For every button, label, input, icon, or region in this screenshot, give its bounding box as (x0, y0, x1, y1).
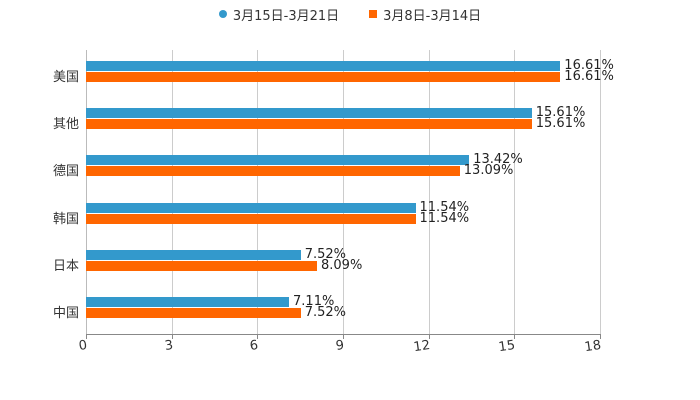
legend-label: 3月8日-3月14日 (383, 8, 482, 24)
gridline (428, 50, 430, 334)
bar-series-1[interactable] (86, 60, 561, 71)
value-label: 7.52% (304, 305, 347, 321)
x-tick (171, 334, 173, 339)
value-label: 13.09% (463, 163, 514, 179)
bar-series-2[interactable] (86, 166, 460, 177)
x-tick (514, 334, 516, 339)
value-label: 11.54% (419, 210, 470, 226)
x-tick (257, 334, 259, 339)
category-label: 中国 (52, 306, 79, 322)
bar-series-1[interactable] (86, 202, 416, 213)
bar-series-2[interactable] (86, 71, 561, 82)
category-label: 德国 (52, 164, 79, 180)
x-axis-line (86, 334, 601, 335)
value-label: 13.42% (473, 152, 523, 168)
bar-series-1[interactable] (86, 297, 290, 308)
value-label: 7.52% (304, 247, 347, 262)
x-tick (428, 334, 430, 339)
category-label: 韩国 (52, 211, 79, 227)
chart-legend: 3月15日-3月21日 3月8日-3月14日 (0, 4, 700, 24)
gridline (171, 50, 173, 334)
bar-series-2[interactable] (86, 261, 317, 271)
x-tick-label: 12 (412, 338, 431, 356)
x-tick-label: 3 (163, 338, 174, 355)
x-tick (600, 334, 601, 339)
value-label: 16.61% (564, 68, 614, 84)
bar-series-2[interactable] (86, 308, 301, 319)
legend-item-series-2[interactable]: 3月8日-3月14日 (369, 4, 481, 24)
bar-series-2[interactable] (86, 213, 416, 224)
value-label: 15.61% (535, 105, 586, 120)
value-label: 8.09% (321, 258, 363, 273)
value-label: 11.54% (419, 199, 470, 215)
x-tick-label: 0 (77, 338, 89, 355)
x-tick-label: 15 (497, 338, 517, 356)
bar-series-1[interactable] (86, 155, 470, 166)
bar-series-1[interactable] (86, 108, 532, 118)
x-tick-label: 9 (334, 338, 346, 355)
x-tick (343, 334, 344, 339)
bar-series-2[interactable] (86, 119, 532, 129)
y-axis-line (86, 50, 87, 334)
legend-item-series-1[interactable]: 3月15日-3月21日 (218, 4, 340, 24)
bar-series-1[interactable] (86, 250, 301, 260)
square-marker-icon (369, 10, 378, 18)
x-tick-label: 18 (583, 338, 603, 356)
gridline (257, 50, 259, 334)
value-label: 15.61% (535, 116, 586, 131)
category-label: 日本 (52, 259, 79, 274)
legend-label: 3月15日-3月21日 (232, 8, 340, 24)
category-label: 美国 (52, 69, 79, 85)
value-label: 7.11% (293, 294, 335, 310)
value-label: 16.61% (564, 57, 614, 73)
category-label: 其他 (52, 117, 79, 132)
gridline (600, 50, 601, 334)
gridline (514, 50, 516, 334)
gridline (343, 50, 344, 334)
x-tick (86, 334, 87, 339)
x-tick-label: 6 (249, 338, 260, 355)
circle-marker-icon (218, 10, 227, 18)
